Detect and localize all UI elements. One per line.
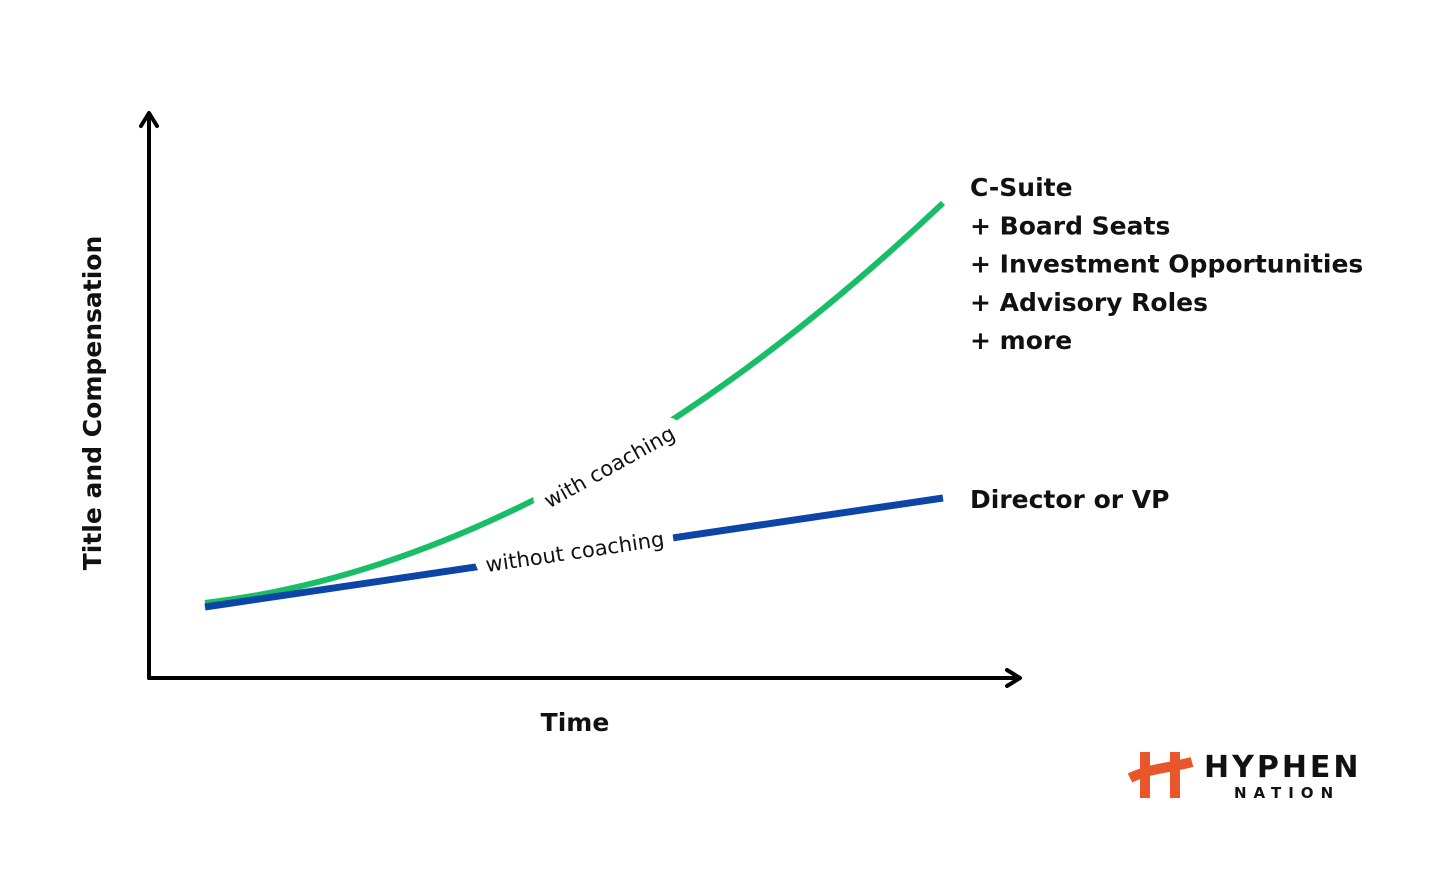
- logo-mark: [1127, 752, 1194, 798]
- with-outcome: + more: [970, 326, 1072, 355]
- with-outcome: + Board Seats: [970, 211, 1170, 240]
- with-outcome: C-Suite: [970, 173, 1073, 202]
- y-axis: [139, 111, 159, 680]
- y-axis-label: Title and Compensation: [78, 236, 107, 571]
- logo-sub: NATION: [1234, 784, 1340, 802]
- without-coaching-line: [204, 494, 944, 611]
- without-outcome: Director or VP: [970, 485, 1169, 514]
- with-coaching-curve: [204, 200, 946, 606]
- with-outcomes: C-Suite + Board Seats + Investment Opportu…: [970, 173, 1363, 355]
- axes: [139, 111, 1022, 688]
- x-axis-label: Time: [541, 708, 610, 737]
- logo: HYPHEN NATION: [1127, 750, 1362, 802]
- logo-name: HYPHEN: [1204, 750, 1362, 785]
- x-axis: [147, 668, 1022, 688]
- with-outcome: + Advisory Roles: [970, 288, 1208, 317]
- with-outcome: + Investment Opportunities: [970, 250, 1363, 279]
